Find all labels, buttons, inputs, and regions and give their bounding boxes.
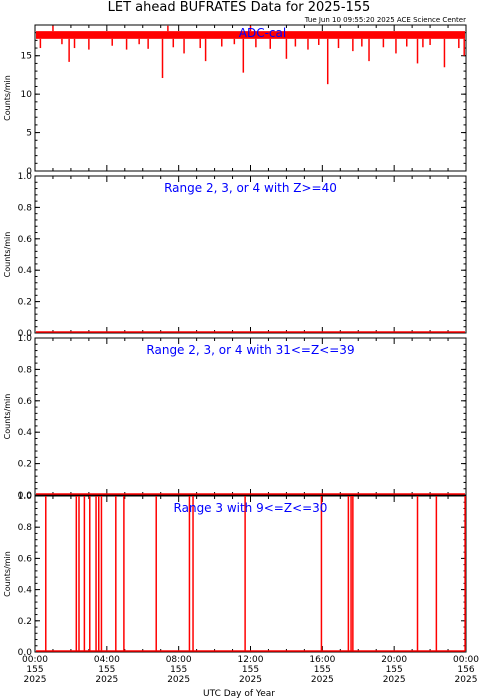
y-axis-label: Counts/min [3, 394, 12, 440]
y-tick-label: 0.0 [18, 491, 33, 501]
x-tick-year: 2025 [311, 675, 334, 685]
y-tick-label: 15 [21, 52, 32, 62]
x-tick-doy: 156 [457, 665, 474, 675]
y-tick-label: 0.8 [18, 365, 33, 375]
y-tick-label: 0.8 [18, 203, 33, 213]
y-tick-label: 0.0 [18, 329, 33, 339]
y-tick-label: 1.0 [18, 334, 33, 344]
y-tick-label: 0.0 [18, 648, 33, 658]
y-tick-label: 1.0 [18, 172, 33, 182]
x-tick-doy: 155 [170, 665, 187, 675]
timestamp-label: Tue Jun 10 09:55:20 2025 ACE Science Cen… [304, 16, 466, 24]
y-tick-label: 0.6 [18, 554, 33, 564]
panel-title: Range 2, 3, or 4 with 31<=Z<=39 [146, 343, 354, 357]
y-tick-label: 0.2 [18, 460, 32, 470]
x-tick-doy: 155 [386, 665, 403, 675]
x-axis: 00:00155202504:00155202508:00155202512:0… [22, 655, 479, 685]
y-tick-label: 0.4 [18, 428, 33, 438]
y-tick-label: 0.6 [18, 397, 33, 407]
plot-frame [34, 495, 467, 653]
y-tick-label: 5 [26, 129, 32, 139]
x-tick-year: 2025 [239, 675, 262, 685]
y-tick-label: 0.2 [18, 298, 32, 308]
plot-frame [34, 24, 467, 172]
chart-title: LET ahead BUFRATES Data for 2025-155 [108, 0, 371, 15]
x-tick-time: 12:00 [238, 655, 264, 665]
x-tick-time: 00:00 [22, 655, 48, 665]
x-tick-year: 2025 [383, 675, 406, 685]
y-tick-label: 0.6 [18, 235, 33, 245]
y-axis-label: Counts/min [3, 75, 12, 121]
panel-title: ADC-cal [239, 26, 286, 40]
y-tick-label: 0.2 [18, 617, 32, 627]
y-tick-label: 10 [21, 90, 33, 100]
plot-frame [34, 175, 467, 334]
x-tick-time: 20:00 [381, 655, 407, 665]
x-tick-year: 2025 [24, 675, 47, 685]
panel-1: 0 5 10 15 Counts/min ADC-cal [3, 24, 467, 177]
y-axis-label: Counts/min [3, 232, 12, 278]
x-tick-time: 04:00 [94, 655, 120, 665]
x-tick-doy: 155 [98, 665, 115, 675]
panel-title: Range 2, 3, or 4 with Z>=40 [164, 181, 337, 195]
x-axis-label: UTC Day of Year [203, 689, 275, 699]
y-axis-label: Counts/min [3, 551, 12, 597]
x-tick-time: 16:00 [309, 655, 335, 665]
y-tick-label: 0.4 [18, 266, 33, 276]
y-tick-label: 0 [26, 167, 32, 177]
y-tick-label: 0.8 [18, 523, 33, 533]
plot-frame [34, 337, 467, 496]
x-tick-time: 00:00 [453, 655, 479, 665]
x-tick-doy: 155 [242, 665, 259, 675]
panel-3: 0.0 0.2 0.4 0.6 0.8 1.0 Counts/min Range 2, 3, … [3, 334, 467, 501]
y-tick-label: 0.4 [18, 586, 33, 596]
data-band [36, 31, 465, 39]
x-tick-doy: 155 [26, 665, 43, 675]
panel-2: 0.0 0.2 0.4 0.6 0.8 1.0 Counts/min Range 2, 3, … [3, 172, 467, 339]
x-tick-time: 08:00 [166, 655, 192, 665]
panel-title: Range 3 with 9<=Z<=30 [174, 501, 328, 515]
x-tick-year: 2025 [167, 675, 190, 685]
x-tick-year: 2025 [455, 675, 478, 685]
x-tick-year: 2025 [95, 675, 118, 685]
x-tick-doy: 155 [314, 665, 331, 675]
y-tick-label: 1.0 [18, 492, 33, 502]
panel-4: 0.0 0.2 0.4 0.6 0.8 1.0 Counts/min Range 3 with… [3, 492, 467, 658]
panels-group: 0 5 10 15 Counts/min ADC-cal 0.0 0.2 0.4 0.6 0.8 1.… [3, 24, 467, 658]
